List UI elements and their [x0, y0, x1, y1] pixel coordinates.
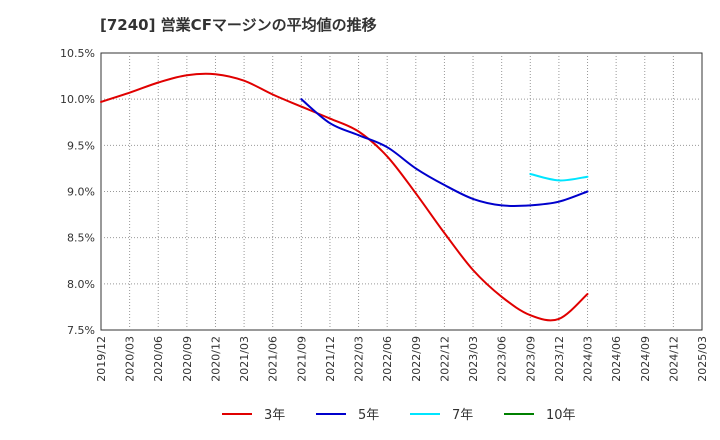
- x-tick-label: 2023/09: [524, 336, 537, 382]
- x-tick-label: 2021/12: [324, 336, 337, 382]
- legend-label: 5年: [358, 408, 379, 423]
- y-tick-label: 8.5%: [67, 232, 95, 245]
- x-tick-label: 2021/06: [267, 336, 280, 382]
- x-tick-label: 2022/09: [410, 336, 423, 382]
- x-tick-label: 2022/03: [353, 336, 366, 382]
- legend-label: 3年: [264, 408, 285, 423]
- x-tick-label: 2020/06: [152, 336, 165, 382]
- series-line-1: [100, 72, 589, 322]
- series-line-2: [300, 98, 589, 207]
- legend-label: 10年: [546, 408, 576, 423]
- x-tick-label: 2021/09: [295, 336, 308, 382]
- x-tick-label: 2020/03: [124, 336, 137, 382]
- chart-title: [7240] 営業CFマージンの平均値の推移: [100, 16, 377, 34]
- series-line-3: [529, 173, 589, 182]
- y-tick-label: 9.0%: [67, 186, 95, 199]
- x-tick-label: 2022/12: [438, 336, 451, 382]
- y-tick-label: 10.0%: [60, 93, 95, 106]
- x-tick-label: 2019/12: [95, 336, 108, 382]
- x-tick-label: 2024/06: [610, 336, 623, 382]
- y-tick-label: 9.5%: [67, 139, 95, 152]
- x-tick-label: 2020/12: [209, 336, 222, 382]
- y-tick-label: 8.0%: [67, 278, 95, 291]
- x-tick-label: 2020/09: [181, 336, 194, 382]
- x-tick-label: 2024/03: [582, 336, 595, 382]
- x-tick-label: 2023/03: [467, 336, 480, 382]
- y-tick-label: 10.5%: [60, 47, 95, 60]
- x-tick-label: 2025/03: [696, 336, 709, 382]
- x-tick-label: 2022/06: [381, 336, 394, 382]
- y-tick-label: 7.5%: [67, 324, 95, 337]
- legend-label: 7年: [452, 408, 473, 423]
- x-tick-label: 2023/06: [496, 336, 509, 382]
- x-tick-label: 2021/03: [238, 336, 251, 382]
- x-tick-label: 2023/12: [553, 336, 566, 382]
- x-tick-label: 2024/09: [639, 336, 652, 382]
- x-tick-label: 2024/12: [667, 336, 680, 382]
